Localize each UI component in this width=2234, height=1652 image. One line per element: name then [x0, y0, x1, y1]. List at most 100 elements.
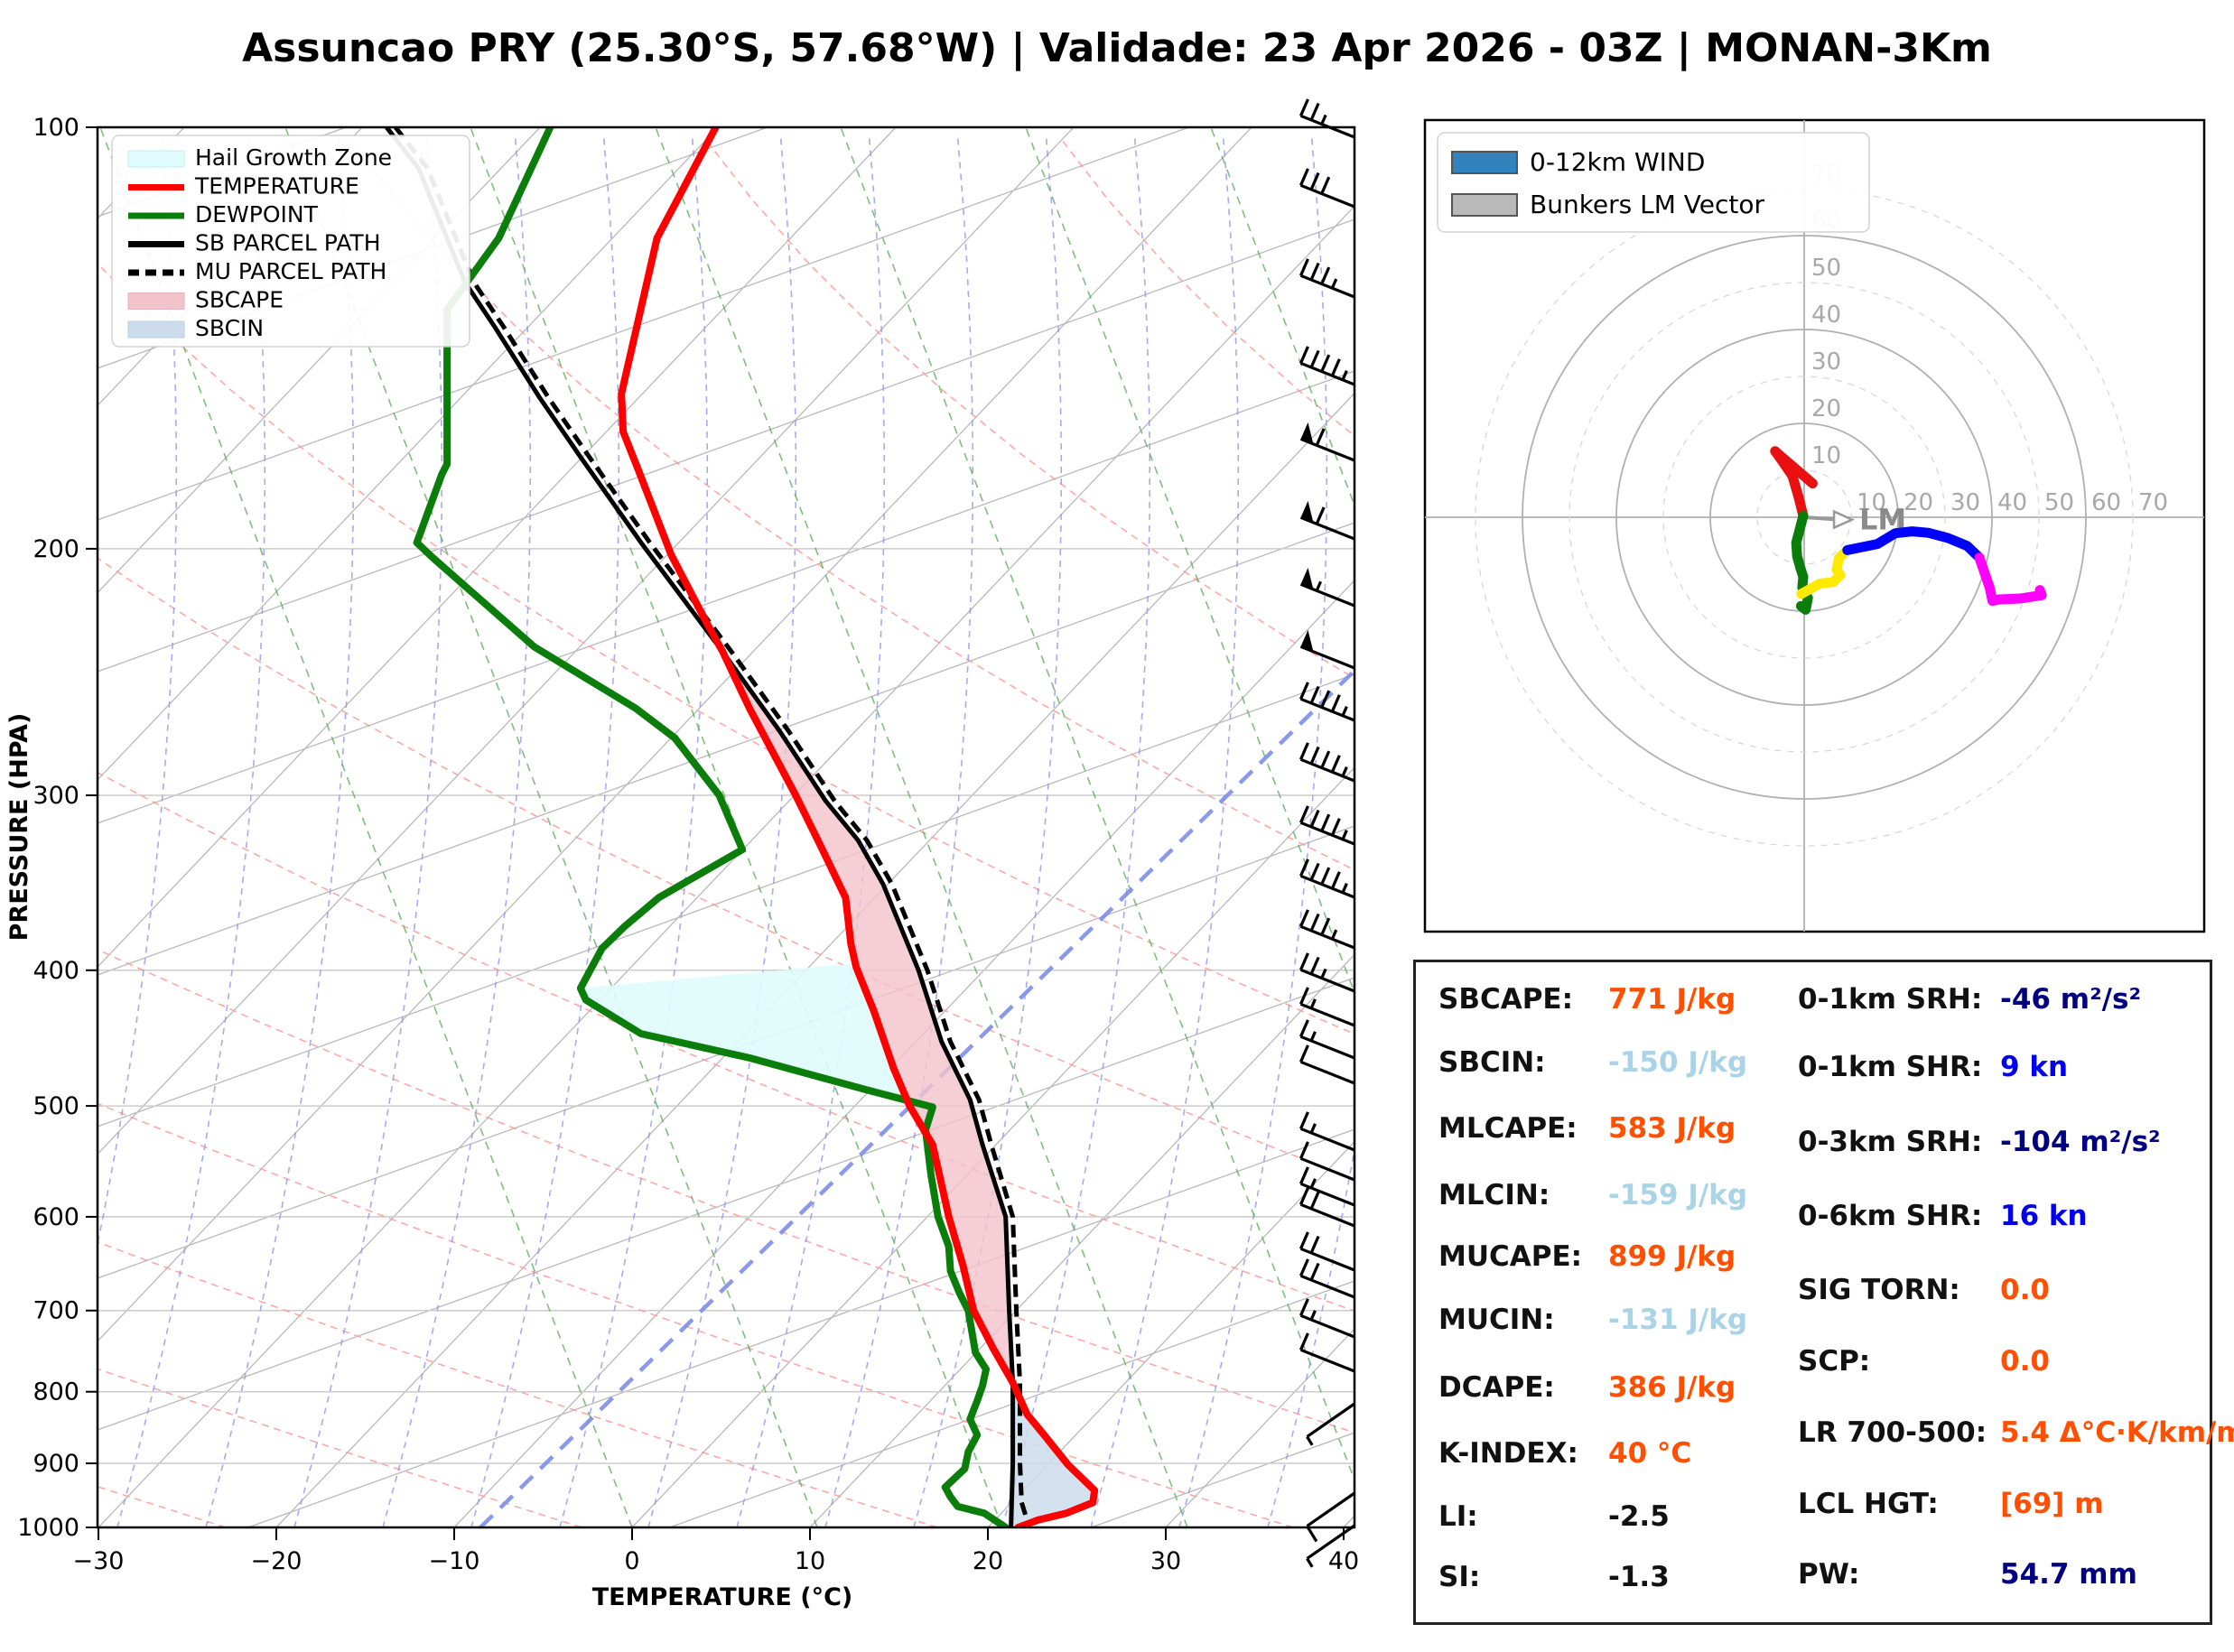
- hodograph-ring-label-h: 30: [1950, 489, 1980, 516]
- isotherm-line: [809, 953, 1354, 1527]
- index-li-label: LI:: [1438, 1500, 1478, 1533]
- index-scp-label: SCP:: [1798, 1345, 1871, 1378]
- hodograph-ring-label-h: 10: [1857, 489, 1886, 516]
- wind-barb: [1299, 805, 1355, 846]
- grid-line-shallow: [98, 673, 1354, 1128]
- legend-label: SB PARCEL PATH: [195, 230, 381, 256]
- wind-barb: [1299, 742, 1355, 783]
- pressure-tick-label: 600: [33, 1203, 79, 1231]
- temperature-tick-label: 10: [795, 1547, 825, 1575]
- index-sbcape-value: 771 J/kg: [1608, 983, 1736, 1016]
- temperature-tick-label: 0: [624, 1547, 639, 1575]
- pressure-tick-label: 100: [33, 114, 79, 142]
- wind-barb: [1306, 1524, 1355, 1568]
- index-mlcape-label: MLCAPE:: [1438, 1112, 1578, 1145]
- mixing-ratio-line: [470, 127, 1003, 1527]
- moist-adiabat-line: [1090, 136, 1240, 1527]
- index-0-1kmshr-label: 0-1km SHR:: [1798, 1051, 1983, 1083]
- index-mlcape-value: 583 J/kg: [1608, 1112, 1736, 1145]
- pressure-tick-label: 500: [33, 1092, 79, 1120]
- wind-barb: [1299, 346, 1355, 386]
- pressure-tick-label: 1000: [17, 1514, 79, 1542]
- wind-barb: [1299, 909, 1355, 950]
- moist-adiabat-line: [736, 136, 886, 1527]
- pressure-tick-label: 200: [33, 535, 79, 563]
- wind-barb: [1299, 1111, 1355, 1152]
- isotherm-line: [98, 127, 541, 594]
- grid-line-shallow: [246, 1128, 1354, 1527]
- moist-adiabat-line: [293, 136, 443, 1527]
- hodograph-ring-label-h: 70: [2138, 489, 2168, 516]
- skewt-border: [96, 125, 1356, 1529]
- wind-barb: [1299, 1141, 1355, 1182]
- wind-barb: [1299, 682, 1355, 722]
- index-0-1kmsrh-value: -46 m²/s²: [2000, 983, 2142, 1016]
- isotherm-line: [987, 1140, 1354, 1527]
- hodograph-ring-label-v: 40: [1811, 302, 1841, 329]
- legend-label: SBCAPE: [195, 287, 284, 313]
- dewpoint-curve: [413, 127, 1010, 1527]
- mixing-ratio-line: [840, 127, 1354, 1482]
- temperature-tick-label: −10: [429, 1547, 480, 1575]
- pressure-tick-label: 400: [33, 957, 79, 985]
- skewt-shaded-areas: [580, 652, 1095, 1527]
- grid-line-shallow: [98, 522, 1354, 976]
- sb-parcel-path-curve: [385, 127, 1016, 1527]
- hodograph-border: [1423, 118, 2206, 933]
- legend-label: Hail Growth Zone: [195, 144, 392, 171]
- hodograph-panel: 1010202030304040505060607070LM0-12km WIN…: [1423, 118, 2206, 933]
- legend-swatch-sbcin: [127, 320, 185, 339]
- hodograph-ring-30: [1662, 376, 1946, 659]
- index-sbcin-value: -150 J/kg: [1608, 1046, 1748, 1079]
- legend-swatch-hail-growth-zone: [127, 150, 185, 168]
- mixing-ratio-line: [1025, 127, 1354, 995]
- index-mucape-label: MUCAPE:: [1438, 1240, 1583, 1273]
- grid-line-shallow: [98, 370, 1354, 824]
- index-lclhgt-label: LCL HGT:: [1798, 1488, 1939, 1520]
- index-sigtorn-label: SIG TORN:: [1798, 1274, 1960, 1306]
- hodograph-ring-label-v: 30: [1811, 348, 1841, 376]
- index-sigtorn-value: 0.0: [2000, 1274, 2050, 1306]
- temperature-curve: [618, 127, 1099, 1527]
- isotherm-line: [98, 127, 1075, 1155]
- isotherm-line: [453, 579, 1354, 1527]
- wind-barb: [1306, 1402, 1355, 1446]
- pressure-tick-label: 900: [33, 1450, 79, 1478]
- index-lclhgt-value: [69] m: [2000, 1488, 2104, 1520]
- wind-barb: [1299, 987, 1355, 1027]
- index-0-1kmsrh-label: 0-1km SRH:: [1798, 983, 1983, 1016]
- wind-barb: [1299, 952, 1355, 993]
- grid-line-shallow: [667, 1280, 1354, 1527]
- index-0-3kmsrh-value: -104 m²/s²: [2000, 1126, 2161, 1158]
- wind-barb: [1299, 1019, 1355, 1060]
- wind-barb: [1299, 1298, 1355, 1339]
- mixing-ratio-line: [1210, 127, 1354, 507]
- wind-barb: [1299, 629, 1355, 670]
- mixing-ratio-line: [655, 127, 1188, 1527]
- hodograph-legend-box: [1437, 132, 1870, 233]
- hodograph-trace-segment-high: [1974, 552, 2047, 607]
- hail-growth-zone-area: [580, 964, 933, 1134]
- temperature-tick-label: 40: [1328, 1547, 1359, 1575]
- hodograph-ring-50: [1568, 282, 2040, 753]
- hodograph-ring-label-h: 40: [1997, 489, 2027, 516]
- index-mlcin-value: -159 J/kg: [1608, 1179, 1748, 1211]
- index-mucape-value: 899 J/kg: [1608, 1240, 1736, 1273]
- indices-table: SBCAPE: 771 J/kg SBCIN: -150 J/kg MLCAPE: 583…: [1413, 960, 2234, 1625]
- dry-adiabat-line: [98, 557, 1354, 1180]
- index-dcape-label: DCAPE:: [1438, 1371, 1555, 1404]
- sbcape-area: [722, 652, 1013, 1383]
- index-0-1kmshr-value: 9 kn: [2000, 1051, 2069, 1083]
- index-mucin-value: -131 J/kg: [1608, 1304, 1748, 1336]
- legend-swatch-sbcape: [127, 292, 185, 310]
- legend-label: DEWPOINT: [195, 201, 319, 227]
- mixing-ratio-line: [99, 127, 633, 1527]
- index-mlcin-label: MLCIN:: [1438, 1179, 1550, 1211]
- wind-barb: [1299, 1231, 1355, 1272]
- legend-label: MU PARCEL PATH: [195, 258, 386, 284]
- hodograph-legend-swatch-0: [1451, 151, 1518, 174]
- wind-barb: [1299, 1166, 1355, 1207]
